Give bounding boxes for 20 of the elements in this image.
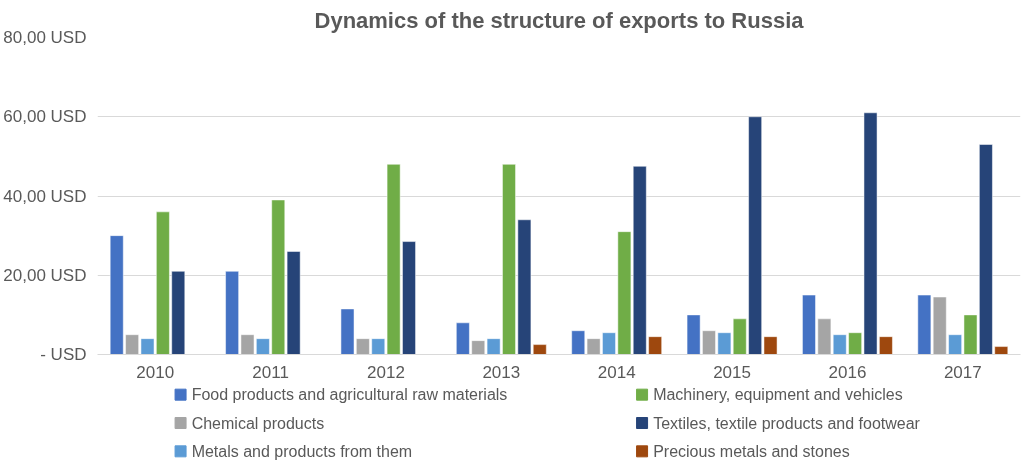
- x-tick-label: 2016: [828, 362, 867, 382]
- legend-label: Food products and agricultural raw materials: [191, 386, 508, 404]
- x-tick-label: 2013: [482, 362, 521, 382]
- y-tick-label: - USD: [40, 345, 87, 364]
- chart-title: Dynamics of the structure of exports to Russia: [314, 7, 805, 33]
- x-tick-label: 2017: [943, 362, 982, 382]
- legend-label: Textiles, textile products and footwear: [653, 414, 921, 432]
- x-tick-label: 2014: [597, 362, 636, 382]
- legend-label: Machinery, equipment and vehicles: [653, 386, 903, 404]
- y-tick-label: 20,00 USD: [3, 265, 87, 285]
- y-tick-label: 40,00 USD: [3, 186, 87, 206]
- legend-label: Metals and products from them: [191, 442, 413, 460]
- x-tick-label: 2015: [713, 362, 751, 382]
- x-tick-label: 2011: [252, 362, 289, 382]
- legend-label: Precious metals and stones: [653, 442, 850, 460]
- x-tick-label: 2012: [367, 362, 405, 382]
- y-tick-label: 60,00 USD: [3, 107, 87, 127]
- y-tick-label: 80,00 USD: [3, 28, 87, 47]
- x-tick-label: 2010: [136, 362, 175, 382]
- legend-label: Chemical products: [191, 414, 325, 432]
